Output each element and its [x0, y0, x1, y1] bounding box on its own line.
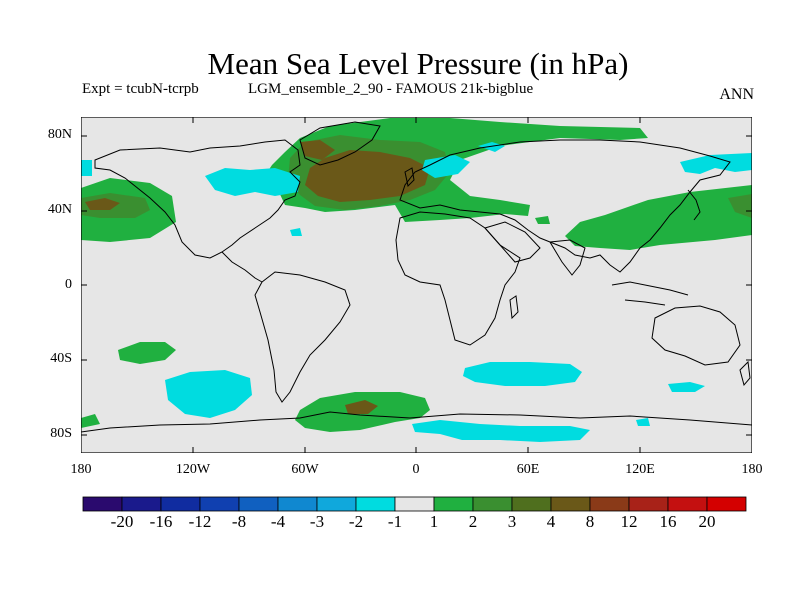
southern-ocean-cyan: [412, 420, 590, 442]
colorbar: [82, 496, 747, 512]
colorbar-swatch: [706, 496, 747, 512]
kamchatka-cyan: [680, 153, 752, 174]
north-pacific-brown: [85, 198, 120, 210]
season-label: ANN: [719, 86, 754, 103]
colorbar-label: 20: [698, 512, 716, 531]
colorbar-label: -2: [348, 512, 364, 531]
lon-label-120e: 120E: [625, 462, 655, 477]
south-indian-cyan: [463, 362, 582, 386]
ensemble-label: LGM_ensemble_2_90 - FAMOUS 21k-bigblue: [248, 81, 534, 97]
lat-label-80n: 80N: [47, 127, 72, 142]
south-australia-cyan: [668, 382, 705, 392]
greenland-coast: [299, 121, 381, 166]
colorbar-label: -3: [309, 512, 325, 531]
north-atlantic-brown: [305, 150, 430, 202]
colorbar-swatch: [511, 496, 552, 512]
colorbar-label: 16: [659, 512, 677, 531]
atlantic-cyan-small: [290, 228, 302, 236]
colorbar-swatch: [238, 496, 279, 512]
north-america-cyan: [205, 168, 300, 196]
lon-label-60w: 60W: [291, 462, 319, 477]
siberia-cyan: [422, 155, 470, 178]
lat-label-80s: 80S: [50, 426, 72, 441]
australia-coast: [651, 305, 741, 366]
colorbar-label: -12: [188, 512, 212, 531]
colorbar-label: -1: [387, 512, 403, 531]
colorbar-swatch: [472, 496, 513, 512]
strong-anomaly-regions: [85, 140, 430, 414]
coastlines: [81, 121, 752, 433]
map-panel: [81, 117, 752, 453]
arabia-coast: [484, 221, 541, 263]
colorbar-swatch: [316, 496, 357, 512]
north-america-coast: [94, 139, 301, 259]
colorbar-label: 4: [546, 512, 556, 531]
colorbar-swatch: [550, 496, 591, 512]
greenland-brown: [300, 140, 335, 160]
colorbar-swatch: [277, 496, 318, 512]
south-pacific-green: [118, 342, 176, 364]
colorbar-label: -16: [149, 512, 173, 531]
colorbar-swatch: [160, 496, 201, 512]
colorbar-swatch: [199, 496, 240, 512]
colorbar-swatch: [121, 496, 162, 512]
colorbar-label: 12: [620, 512, 638, 531]
chart-title: Mean Sea Level Pressure (in hPa): [207, 46, 629, 81]
indonesia-coast: [611, 281, 689, 306]
antarctic-cyan-small: [636, 418, 650, 426]
east-pacific-midgreen: [728, 194, 752, 218]
lon-label-180-right: 180: [741, 462, 763, 477]
madagascar-coast: [509, 295, 519, 320]
colorbar-swatch: [394, 496, 435, 512]
colorbar-label: 8: [585, 512, 595, 531]
small-green-sw-pacific: [81, 414, 100, 428]
central-america-coast: [221, 251, 263, 283]
lon-label-120w: 120W: [175, 462, 211, 477]
colorbar-swatch: [82, 496, 123, 512]
colorbar-swatch: [667, 496, 708, 512]
lon-label-60e: 60E: [516, 462, 540, 477]
arctic-cyan-1: [478, 142, 505, 152]
colorbar-label: 3: [507, 512, 517, 531]
axis-ticks: [81, 117, 752, 453]
colorbar-label: 1: [429, 512, 439, 531]
colorbar-label: 2: [468, 512, 478, 531]
india-coast: [549, 239, 586, 276]
negative-anomaly-regions: [81, 142, 752, 442]
lat-label-0: 0: [65, 277, 72, 292]
antarctica-coast: [81, 411, 752, 433]
africa-coast: [395, 211, 521, 346]
new-zealand-coast: [739, 360, 751, 387]
eurasia-coast: [399, 139, 731, 273]
colorbar-swatch: [628, 496, 669, 512]
colorbar-label: -4: [270, 512, 286, 531]
lat-label-40n: 40N: [47, 202, 72, 217]
lon-label-180-left: 180: [70, 462, 92, 477]
south-america-coast: [254, 271, 351, 403]
east-asia-pacific-green: [565, 185, 752, 250]
west-pacific-cyan-left: [81, 160, 92, 176]
colorbar-swatch: [355, 496, 396, 512]
small-green-east-med: [535, 216, 550, 224]
lon-label-0: 0: [412, 462, 420, 477]
colorbar-label: -20: [110, 512, 134, 531]
colorbar-swatch: [589, 496, 630, 512]
uk-coast: [404, 167, 415, 188]
southern-ocean-brown: [345, 400, 378, 414]
colorbar-swatch: [433, 496, 474, 512]
colorbar-label: -8: [231, 512, 247, 531]
lat-label-40s: 40S: [50, 351, 72, 366]
experiment-label: Expt = tcubN-tcrpb: [82, 81, 199, 97]
japan-coast: [687, 189, 701, 221]
south-pacific-cyan: [165, 370, 252, 418]
